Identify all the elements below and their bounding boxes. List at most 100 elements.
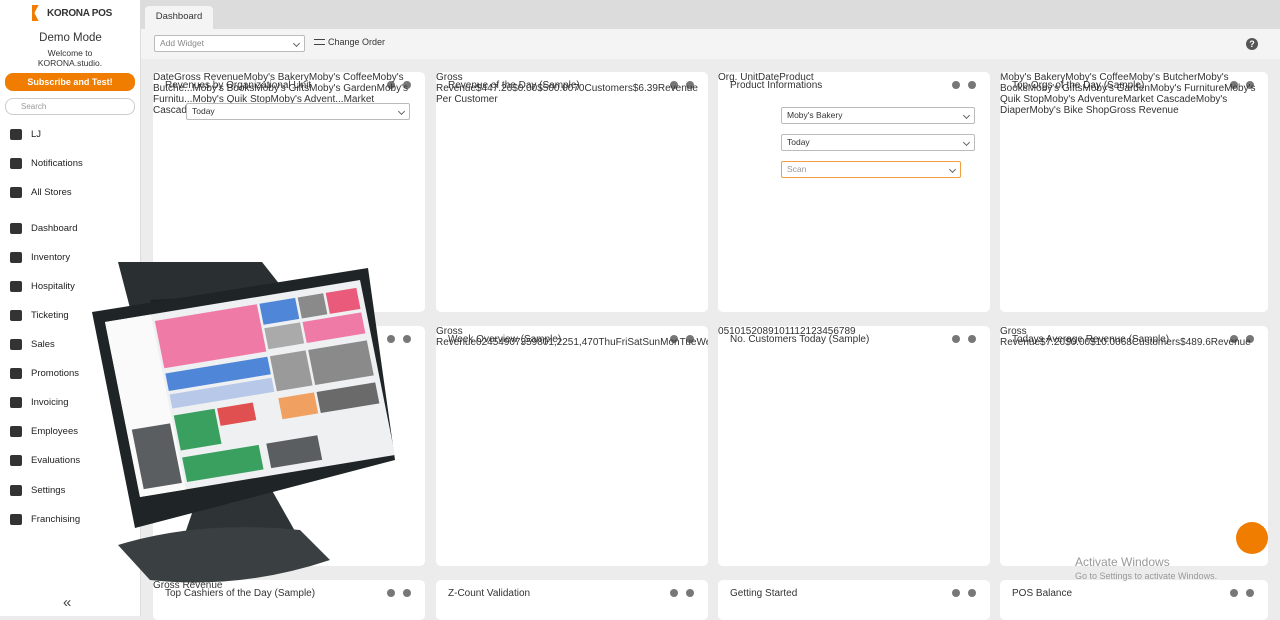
nav-item[interactable]: Franchising <box>10 511 80 527</box>
field-input[interactable]: Moby's Bakery <box>781 107 975 124</box>
nav-label: All Stores <box>31 186 72 198</box>
widget-close-button[interactable] <box>968 589 976 597</box>
y-tick-label: 245 <box>481 337 499 348</box>
date-select[interactable]: Today <box>186 103 410 120</box>
y-tick-label: 0 <box>476 337 482 348</box>
nav-item[interactable]: Settings <box>10 482 65 498</box>
slice-label: Moby's Furniture <box>1150 83 1225 94</box>
collapse-button[interactable]: « <box>63 594 72 611</box>
widget-settings-button[interactable] <box>952 589 960 597</box>
widget-settings-button[interactable] <box>952 81 960 89</box>
widget-close-button[interactable] <box>686 335 694 343</box>
field-label: Org. Unit <box>718 72 759 83</box>
subscribe-button[interactable]: Subscribe and Test! <box>5 73 135 91</box>
x-tick-label: 3 <box>816 326 823 337</box>
widget-close-button[interactable] <box>403 81 411 89</box>
field-input[interactable]: Scan <box>781 161 961 178</box>
widget-settings-button[interactable] <box>1230 81 1238 89</box>
y-tick-label: 10 <box>729 326 741 337</box>
nav-icon <box>10 157 22 169</box>
widget-close-button[interactable] <box>1246 335 1254 343</box>
x-tick-label: 8 <box>844 326 851 337</box>
value-label: 237.90 <box>275 326 306 337</box>
widget: Top Cashiers of the Day (Sample) Gross Re… <box>153 580 425 620</box>
widget-settings-button[interactable] <box>1230 589 1238 597</box>
stat-label: Customers <box>584 83 633 94</box>
nav-item[interactable]: Evaluations <box>10 452 80 468</box>
widget-settings-button[interactable] <box>387 589 395 597</box>
nav-item[interactable]: All Stores <box>10 184 72 200</box>
slice-label: Moby's Adventure <box>1043 94 1124 105</box>
watermark-title: Activate Windows <box>1075 555 1170 569</box>
nav-item[interactable]: Employees <box>10 423 78 439</box>
nav-item[interactable]: Inventory <box>10 249 70 265</box>
widget-close-button[interactable] <box>686 589 694 597</box>
toolbar: Add Widget Change Order ? <box>141 29 1280 59</box>
widget-close-button[interactable] <box>1246 81 1254 89</box>
y-tick-label: 20 <box>751 326 763 337</box>
nav-icon <box>10 251 22 263</box>
nav-item[interactable]: Sales <box>10 336 55 352</box>
nav-item[interactable]: Promotions <box>10 365 79 381</box>
category-label: Moby's Quik Stop <box>192 94 271 105</box>
widget-close-button[interactable] <box>1246 589 1254 597</box>
widget-settings-button[interactable] <box>1230 335 1238 343</box>
gauge-value-label: $7.20 <box>1040 337 1066 348</box>
x-tick-label: 8 <box>762 326 769 337</box>
widget-close-button[interactable] <box>686 81 694 89</box>
nav-item[interactable]: Ticketing <box>10 307 69 323</box>
field-label: Date <box>758 72 780 83</box>
value-label: 305.60 <box>183 326 215 337</box>
add-widget-select[interactable]: Add Widget <box>154 35 305 52</box>
y-tick-label: 490 <box>498 337 515 348</box>
tab[interactable]: Dashboard <box>145 6 213 29</box>
change-order-icon <box>314 39 325 45</box>
widget-settings-button[interactable] <box>387 81 395 89</box>
help-button[interactable]: ? <box>1246 38 1258 50</box>
widget-settings-button[interactable] <box>670 589 678 597</box>
widget-settings-button[interactable] <box>670 81 678 89</box>
x-tick-label: 11 <box>784 326 795 337</box>
nav-item[interactable]: Notifications <box>10 155 83 171</box>
widget-close-button[interactable] <box>968 335 976 343</box>
x-tick-label: 2 <box>811 326 817 337</box>
nav-item[interactable]: LJ <box>10 126 41 142</box>
widget-chart: Gross Revenue <box>153 580 222 591</box>
search-placeholder: Search <box>21 102 47 111</box>
y-tick-label: 0 <box>718 326 724 337</box>
watermark-text: Go to Settings to activate Windows. <box>1075 571 1218 581</box>
logo-text: KORONA POS <box>47 7 112 19</box>
nav-label: Evaluations <box>31 454 81 466</box>
change-order-button[interactable]: Change Order <box>314 37 385 47</box>
x-tick-label: 9 <box>850 326 856 337</box>
category-label: Moby's Coffee <box>308 72 373 83</box>
widget-close-button[interactable] <box>403 589 411 597</box>
nav-icon <box>10 186 22 198</box>
chat-button[interactable] <box>1236 522 1268 554</box>
x-tick-label: 6 <box>833 326 839 337</box>
nav-item[interactable]: Dashboard <box>10 220 77 236</box>
search-box[interactable]: Search <box>5 98 135 115</box>
widget-chart: Gross Revenue$7.20$0.00$10.0068Customers… <box>1000 326 1268 348</box>
y-tick-label: 980 <box>531 337 549 348</box>
nav-label: Hospitality <box>31 280 75 292</box>
chart-subtitle: Gross Revenue <box>153 580 223 591</box>
demo-mode: Demo Mode <box>39 32 102 44</box>
widget-close-button[interactable] <box>403 335 411 343</box>
x-tick-label: 7 <box>838 326 845 337</box>
nav-item[interactable]: Invoicing <box>10 394 69 410</box>
widget: No. Customers Today (Sample) 051015208910… <box>718 326 990 566</box>
nav-label: Promotions <box>31 367 80 379</box>
chart-subtitle: Gross Revenue <box>436 326 477 348</box>
widget-settings-button[interactable] <box>670 335 678 343</box>
widget: POS Balance <box>1000 580 1268 620</box>
nav-label: Ticketing <box>31 309 69 321</box>
widget-close-button[interactable] <box>968 81 976 89</box>
widget-settings-button[interactable] <box>952 335 960 343</box>
value-label: 202.10 <box>214 326 245 337</box>
widget-settings-button[interactable] <box>387 335 395 343</box>
nav-icon <box>10 280 22 292</box>
nav-item[interactable]: Hospitality <box>10 278 75 294</box>
field-input[interactable]: Today <box>781 134 975 151</box>
field-label: Product <box>779 72 814 83</box>
